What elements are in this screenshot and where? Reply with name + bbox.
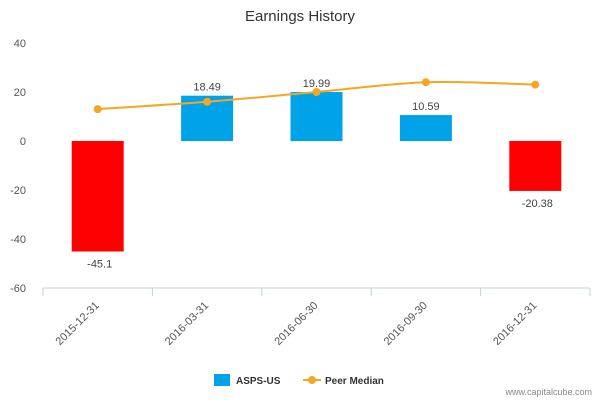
bar-series xyxy=(71,92,562,252)
legend-label-asps-us: ASPS-US xyxy=(236,376,281,387)
bar-data-label: -20.38 xyxy=(522,198,553,210)
y-tick-label: 0 xyxy=(20,136,26,148)
legend[interactable]: ASPS-US Peer Median xyxy=(214,374,384,387)
x-tick-label: 2016-06-30 xyxy=(272,300,320,348)
legend-swatch-peer-median-dot xyxy=(308,376,316,384)
x-tick-label: 2016-03-31 xyxy=(163,300,211,348)
x-tick-label: 2015-12-31 xyxy=(54,300,102,348)
peer-median-point-2016-06-30[interactable] xyxy=(312,88,321,96)
x-tick-label: 2016-12-31 xyxy=(491,300,539,348)
y-tick-label: 20 xyxy=(14,87,26,99)
peer-median-point-2016-09-30[interactable] xyxy=(421,78,430,87)
chart-title: Earnings History xyxy=(245,8,356,25)
y-axis-ticks: 40 20 0 -20 -40 -60 xyxy=(10,38,26,295)
y-tick-label: -40 xyxy=(10,234,26,246)
bar-data-label: -45.1 xyxy=(87,258,112,270)
y-tick-label: -60 xyxy=(10,283,26,295)
x-axis-tickmarks xyxy=(42,288,591,296)
x-tick-label: 2016-09-30 xyxy=(382,300,430,348)
bar-2016-12-31[interactable] xyxy=(509,141,562,191)
bar-data-label: 18.49 xyxy=(193,82,221,94)
bar-2016-09-30[interactable] xyxy=(399,115,452,141)
bar-data-label: 10.59 xyxy=(412,101,440,113)
peer-median-points xyxy=(93,78,540,114)
y-tick-label: 40 xyxy=(14,38,26,50)
bar-2016-06-30[interactable] xyxy=(290,92,343,141)
bar-data-labels: -45.1 18.49 19.99 10.59 -20.38 xyxy=(87,78,553,270)
x-axis-tick-labels: 2015-12-31 2016-03-31 2016-06-30 2016-09-30… xyxy=(54,300,540,348)
legend-swatch-asps-us xyxy=(214,374,230,386)
peer-median-point-2016-03-31[interactable] xyxy=(203,97,212,106)
credit-text: www.capitalcube.com xyxy=(504,387,592,397)
y-tick-label: -20 xyxy=(10,185,26,197)
peer-median-point-2015-12-31[interactable] xyxy=(93,105,102,114)
legend-label-peer-median: Peer Median xyxy=(325,376,384,387)
bar-data-label: 19.99 xyxy=(303,78,331,90)
peer-median-point-2016-12-31[interactable] xyxy=(531,80,540,89)
bar-2015-12-31[interactable] xyxy=(71,141,124,252)
